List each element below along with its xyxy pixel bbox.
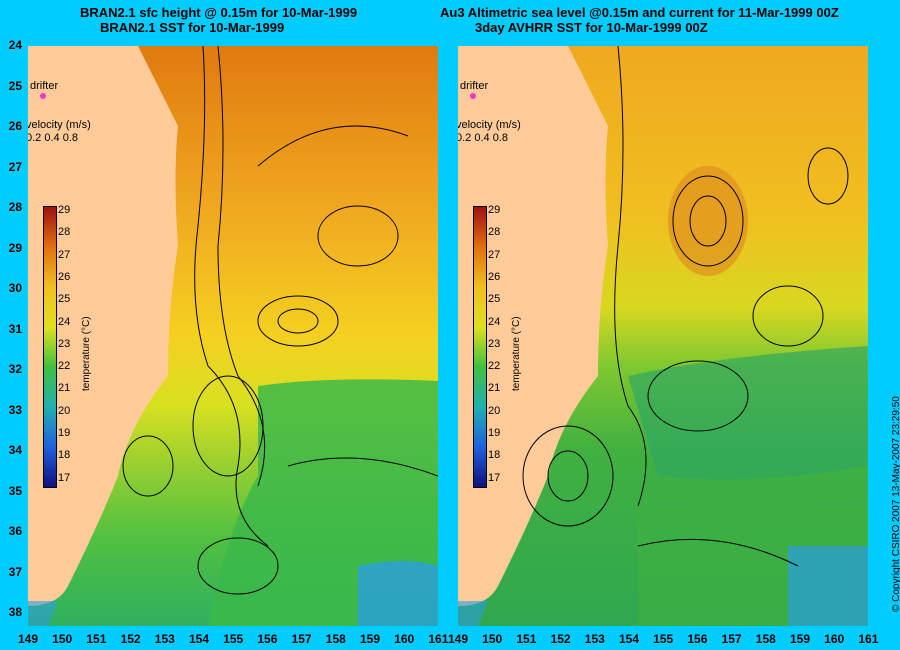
- colorbar-tick: 27: [488, 248, 501, 261]
- colorbar-tick: 22: [58, 360, 71, 373]
- y-tick: 34: [8, 443, 22, 457]
- x-tick: 150: [52, 632, 73, 646]
- colorbar-tick: 19: [58, 427, 71, 439]
- colorbar-tick: 23: [58, 337, 71, 350]
- right-colorbar-label: temperature (°C): [511, 316, 522, 391]
- x-tick: 151: [516, 632, 537, 646]
- right-map: [458, 46, 868, 626]
- x-tick: 161: [428, 632, 449, 646]
- left-velocity-values: 0.2 0.4 0.8: [28, 132, 78, 144]
- x-tick: 161: [858, 632, 879, 646]
- right-colorbar: [473, 206, 487, 488]
- colorbar-tick: 24: [58, 315, 71, 328]
- x-tick: 160: [824, 632, 845, 646]
- colorbar-tick: 29: [58, 204, 71, 216]
- y-tick: 33: [8, 402, 22, 417]
- y-tick: 29: [8, 240, 22, 255]
- colorbar-tick: 26: [58, 270, 71, 283]
- colorbar-tick: 23: [488, 337, 501, 350]
- colorbar-tick: 26: [488, 270, 501, 283]
- left-title-line1: BRAN2.1 sfc height @ 0.15m for 10-Mar-19…: [80, 5, 358, 20]
- colorbar-tick: 18: [488, 449, 501, 462]
- right-title-line2: 3day AVHRR SST for 10-Mar-1999 00Z: [475, 20, 708, 35]
- colorbar-tick: 25: [488, 293, 501, 306]
- y-tick: 27: [8, 159, 22, 174]
- x-tick: 155: [653, 632, 674, 646]
- y-tick: 24: [8, 38, 22, 52]
- colorbar-tick: 24: [488, 315, 501, 328]
- right-title-line1: Au3 Altimetric sea level @0.15m and curr…: [440, 5, 839, 20]
- colorbar-tick: 20: [58, 404, 71, 417]
- left-colorbar-label: temperature (°C): [81, 316, 92, 391]
- x-tick: 150: [482, 632, 503, 646]
- x-tick: 154: [618, 632, 640, 646]
- x-tick: 153: [154, 632, 175, 646]
- x-tick: 149: [17, 632, 39, 646]
- y-tick: 36: [8, 524, 22, 538]
- x-tick: 158: [325, 632, 346, 646]
- x-tick: 157: [721, 632, 742, 646]
- left-map: [28, 46, 438, 626]
- y-tick: 26: [8, 119, 22, 133]
- x-tick: 154: [188, 632, 210, 646]
- y-tick: 25: [8, 78, 22, 93]
- colorbar-tick: 21: [58, 382, 71, 395]
- colorbar-tick: 22: [488, 360, 501, 373]
- left-title-line2: BRAN2.1 SST for 10-Mar-1999: [100, 20, 285, 35]
- x-tick: 153: [584, 632, 605, 646]
- left-velocity-label: velocity (m/s): [28, 119, 91, 131]
- colorbar-tick: 17: [58, 471, 71, 484]
- x-tick: 152: [120, 632, 141, 646]
- colorbar-tick: 20: [488, 404, 501, 417]
- y-tick: 31: [8, 321, 22, 336]
- left-map-panel[interactable]: drifter velocity (m/s) 0.2 0.4 0.8 29 28 2…: [28, 46, 438, 626]
- right-map-panel[interactable]: drifter velocity (m/s) 0.2 0.4 0.8 29 28 2…: [458, 46, 868, 626]
- x-tick: 156: [257, 632, 278, 646]
- x-tick: 151: [86, 632, 107, 646]
- left-colorbar: [43, 206, 57, 488]
- y-tick: 38: [8, 605, 22, 619]
- y-tick: 32: [8, 362, 22, 376]
- colorbar-tick: 21: [488, 382, 501, 395]
- colorbar-tick: 19: [488, 427, 501, 439]
- right-drifter-label: drifter: [460, 80, 489, 92]
- x-tick: 152: [550, 632, 571, 646]
- x-tick: 160: [394, 632, 415, 646]
- colorbar-tick: 25: [58, 293, 71, 306]
- x-tick: 155: [223, 632, 244, 646]
- right-velocity-values: 0.2 0.4 0.8: [458, 132, 508, 144]
- left-drifter-label: drifter: [30, 80, 59, 92]
- x-tick: 156: [687, 632, 708, 646]
- y-tick: 35: [8, 483, 22, 498]
- colorbar-tick: 28: [58, 226, 71, 239]
- colorbar-tick: 28: [488, 226, 501, 239]
- x-tick: 158: [755, 632, 776, 646]
- x-tick: 149: [447, 632, 469, 646]
- colorbar-tick: 17: [488, 471, 501, 484]
- colorbar-tick: 18: [58, 449, 71, 462]
- y-tick: 30: [8, 281, 22, 295]
- colorbar-tick: 29: [488, 204, 501, 216]
- x-tick: 159: [789, 632, 811, 646]
- copyright-notice: © Copyright CSIRO 2007 13-May-2007 23:29…: [891, 396, 900, 612]
- y-tick: 37: [8, 564, 22, 579]
- x-tick: 159: [359, 632, 381, 646]
- y-tick: 28: [8, 200, 22, 214]
- colorbar-tick: 27: [58, 248, 71, 261]
- right-velocity-label: velocity (m/s): [458, 119, 521, 131]
- x-tick: 157: [291, 632, 312, 646]
